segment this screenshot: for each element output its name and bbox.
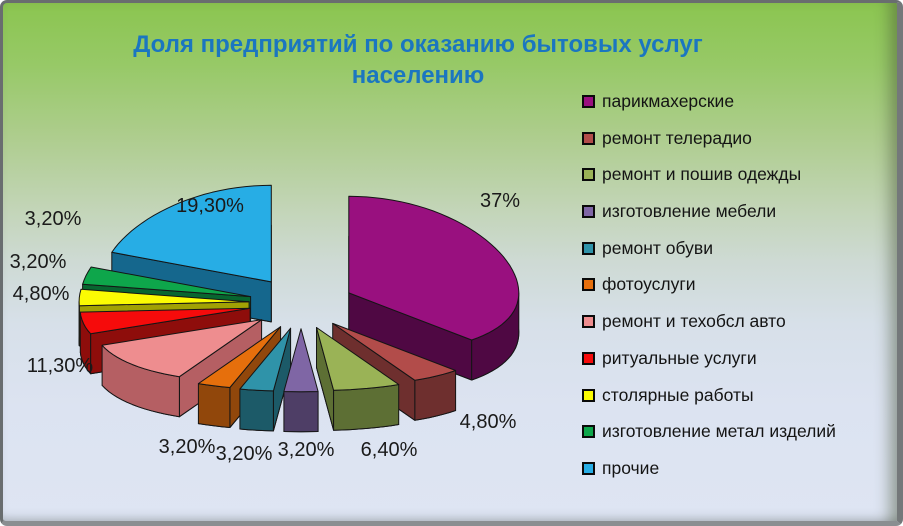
- pie-slice-парикмахерские: [348, 195, 520, 381]
- slice-top: [101, 319, 263, 378]
- slice-value-label-ремонт и техобсл авто: 11,30%: [27, 355, 94, 377]
- slice-top: [283, 328, 319, 393]
- legend-swatch: [582, 461, 595, 475]
- slice-value-label-ремонт телерадио: 4,80%: [460, 411, 517, 433]
- slice-rim-wall: [333, 384, 400, 431]
- legend-label: фотоуслуги: [602, 274, 696, 295]
- slice-value-label-парикмахерские: 37%: [480, 190, 520, 212]
- slice-value-labels: 37%4,80%6,40%3,20%3,20%3,20%11,30%4,80%3…: [10, 190, 521, 465]
- slice-value-label-фотоуслуги: 3,20%: [159, 436, 216, 458]
- slice-top: [82, 266, 252, 298]
- legend-item-6: фотоуслуги: [582, 274, 836, 295]
- pie-slice-изготовление мебели: [283, 328, 319, 433]
- legend-label: изготовление мебели: [602, 201, 777, 222]
- slice-value-label-изготовление мебели: 3,20%: [278, 439, 335, 461]
- slice-rim-wall: [283, 391, 319, 433]
- slice-top: [111, 184, 272, 283]
- slice-rim-wall: [239, 388, 274, 432]
- legend-swatch: [582, 351, 595, 365]
- legend: парикмахерские ремонт телерадио ремонт и п…: [582, 91, 836, 479]
- pie-slices: [78, 184, 520, 433]
- chart-title: Доля предприятий по оказанию бытовых усл…: [68, 29, 768, 91]
- pie-slice-ремонт обуви: [239, 327, 292, 432]
- legend-item-9: столярные работы: [582, 385, 836, 406]
- legend-label: ремонт и пошив одежды: [602, 164, 802, 185]
- legend-swatch: [582, 425, 595, 439]
- legend-swatch: [582, 241, 595, 255]
- legend-item-10: изготовление метал изделий: [582, 421, 836, 442]
- legend-item-8: ритуальные услуги: [582, 348, 836, 369]
- legend-label: ритуальные услуги: [602, 347, 757, 368]
- slice-value-label-изготовление метал изделий: 3,20%: [25, 208, 82, 230]
- legend-label: парикмахерские: [602, 91, 735, 111]
- legend-swatch: [582, 315, 595, 329]
- slice-top: [332, 322, 457, 381]
- slice-value-label-ремонт обуви: 3,20%: [216, 443, 273, 465]
- slice-top: [78, 288, 250, 307]
- legend-label: ремонт и техобсл авто: [602, 311, 786, 332]
- pie-chart-3d: 37%4,80%6,40%3,20%3,20%3,20%11,30%4,80%3…: [10, 184, 521, 465]
- slice-value-label-столярные работы: 3,20%: [10, 251, 67, 273]
- legend-label: прочие: [602, 457, 660, 478]
- legend-label: ремонт телерадио: [602, 127, 752, 148]
- slice-rim-wall: [197, 383, 231, 428]
- legend-label: столярные работы: [602, 384, 754, 405]
- legend-swatch: [582, 205, 595, 219]
- legend-item-7: ремонт и техобсл авто: [582, 311, 836, 332]
- slice-top: [348, 195, 520, 341]
- slice-value-label-ремонт и пошив одежды: 6,40%: [361, 439, 418, 461]
- legend-item-5: ремонт обуви: [582, 238, 836, 259]
- legend-item-4: изготовление мебели: [582, 201, 836, 222]
- pie-slice-ремонт и пошив одежды: [316, 327, 400, 431]
- chart-title-line2: населению: [351, 62, 485, 89]
- legend-item-3: ремонт и пошив одежды: [582, 164, 836, 185]
- legend-item-2: ремонт телерадио: [582, 128, 836, 149]
- legend-item-1: парикмахерские: [582, 91, 836, 112]
- slice-top: [79, 307, 251, 335]
- chart-title-line1: Доля предприятий по оказанию бытовых усл…: [133, 31, 703, 58]
- legend-item-11: прочие: [582, 458, 836, 479]
- legend-swatch: [582, 95, 595, 108]
- legend-swatch: [582, 278, 595, 292]
- slice-value-label-ритуальные услуги: 4,80%: [13, 283, 70, 305]
- slice-top: [239, 327, 292, 392]
- slice-top: [316, 327, 400, 391]
- legend-swatch: [582, 168, 595, 182]
- legend-swatch: [582, 131, 595, 145]
- legend-label: изготовление метал изделий: [602, 421, 836, 442]
- slice-value-label-прочие: 19,30%: [176, 195, 244, 217]
- legend-label: ремонт обуви: [602, 237, 713, 258]
- slice-top: [197, 326, 282, 388]
- legend-swatch: [582, 388, 595, 402]
